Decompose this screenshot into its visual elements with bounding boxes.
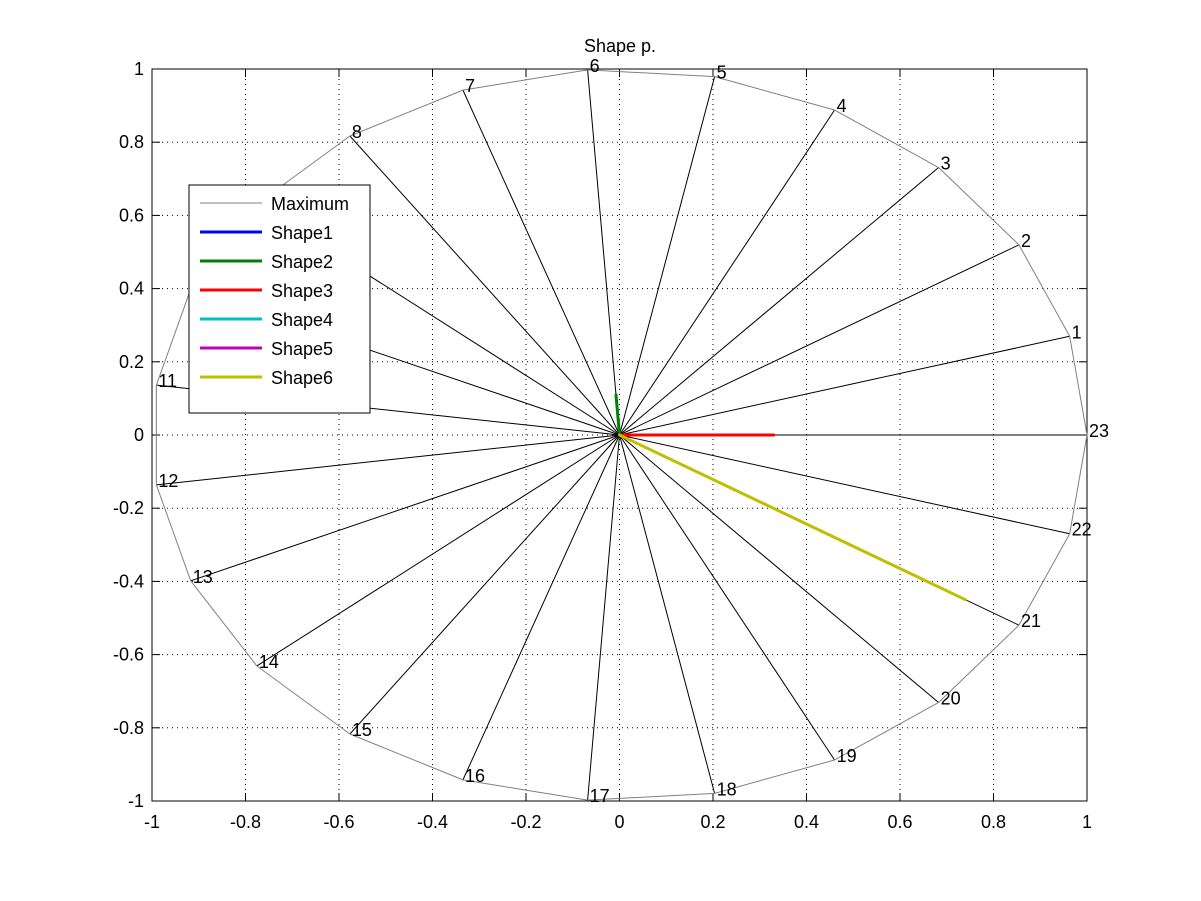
x-tick-label: 0.2 xyxy=(700,812,725,832)
y-tick-label: 0 xyxy=(134,425,144,445)
category-label: 2 xyxy=(1021,231,1031,251)
spoke xyxy=(190,434,620,582)
category-label: 7 xyxy=(465,76,475,96)
spoke xyxy=(462,89,620,436)
y-tick-label: -1 xyxy=(128,791,144,811)
x-tick-label: -0.6 xyxy=(323,812,354,832)
spoke xyxy=(156,434,620,486)
category-label: 11 xyxy=(158,371,177,391)
x-tick-label: 0.8 xyxy=(981,812,1006,832)
spoke xyxy=(587,434,620,801)
spoke xyxy=(619,244,1020,436)
y-tick-label: 0.2 xyxy=(119,352,144,372)
category-label: 5 xyxy=(717,63,727,83)
spoke xyxy=(462,434,620,781)
category-label: 8 xyxy=(352,122,362,142)
spoke xyxy=(349,135,620,436)
category-label: 3 xyxy=(941,154,951,174)
category-label: 20 xyxy=(941,688,961,708)
legend-box xyxy=(188,184,371,414)
category-label: 4 xyxy=(837,96,847,116)
y-tick-label: 0.8 xyxy=(119,132,144,152)
x-tick-label: -0.8 xyxy=(230,812,261,832)
y-tick-label: -0.2 xyxy=(113,498,144,518)
y-tick-label: 0.4 xyxy=(119,279,144,299)
legend-label: Shape3 xyxy=(271,281,333,301)
series-line xyxy=(618,433,967,602)
category-label: 15 xyxy=(352,720,372,740)
category-label: 12 xyxy=(158,471,178,491)
series-line xyxy=(155,69,1088,801)
spoke xyxy=(619,335,1070,436)
y-tick-label: -0.4 xyxy=(113,571,144,591)
spoke xyxy=(619,434,1070,535)
y-tick-label: -0.8 xyxy=(113,718,144,738)
spoke xyxy=(619,434,716,794)
x-tick-label: 1 xyxy=(1082,812,1092,832)
category-label: 1 xyxy=(1072,322,1082,342)
spoke xyxy=(619,76,716,436)
chart-title: Shape p. xyxy=(584,36,656,56)
legend-label: Shape4 xyxy=(271,310,333,330)
category-label: 23 xyxy=(1089,421,1109,441)
category-label: 16 xyxy=(465,766,485,786)
category-label: 13 xyxy=(193,567,213,587)
spoke xyxy=(256,434,620,667)
category-label: 14 xyxy=(259,652,279,672)
category-label: 21 xyxy=(1021,611,1041,631)
x-tick-label: -1 xyxy=(144,812,160,832)
category-label: 6 xyxy=(590,56,600,76)
x-tick-label: -0.4 xyxy=(417,812,448,832)
category-label: 17 xyxy=(590,786,610,806)
legend-label: Maximum xyxy=(271,194,349,214)
spoke xyxy=(619,434,939,703)
spoke xyxy=(619,434,835,761)
y-tick-label: 0.6 xyxy=(119,205,144,225)
category-label: 19 xyxy=(837,746,857,766)
y-tick-label: 1 xyxy=(134,59,144,79)
spoke xyxy=(349,434,620,735)
y-tick-label: -0.6 xyxy=(113,645,144,665)
legend-label: Shape1 xyxy=(271,223,333,243)
x-tick-label: 0 xyxy=(614,812,624,832)
category-label: 18 xyxy=(717,779,737,799)
x-tick-label: 0.4 xyxy=(794,812,819,832)
category-label: 22 xyxy=(1072,520,1092,540)
legend-label: Shape2 xyxy=(271,252,333,272)
series-line xyxy=(614,393,621,437)
x-tick-label: 0.6 xyxy=(887,812,912,832)
legend-label: Shape5 xyxy=(271,339,333,359)
spoke xyxy=(619,167,939,436)
spoke xyxy=(587,69,620,436)
spoke xyxy=(619,109,835,436)
legend-label: Shape6 xyxy=(271,368,333,388)
x-tick-label: -0.2 xyxy=(510,812,541,832)
